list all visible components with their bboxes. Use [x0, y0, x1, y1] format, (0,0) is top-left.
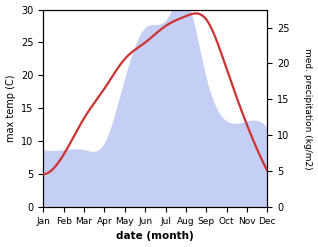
Y-axis label: med. precipitation (kg/m2): med. precipitation (kg/m2) [303, 48, 313, 169]
X-axis label: date (month): date (month) [116, 231, 194, 242]
Y-axis label: max temp (C): max temp (C) [5, 75, 16, 142]
